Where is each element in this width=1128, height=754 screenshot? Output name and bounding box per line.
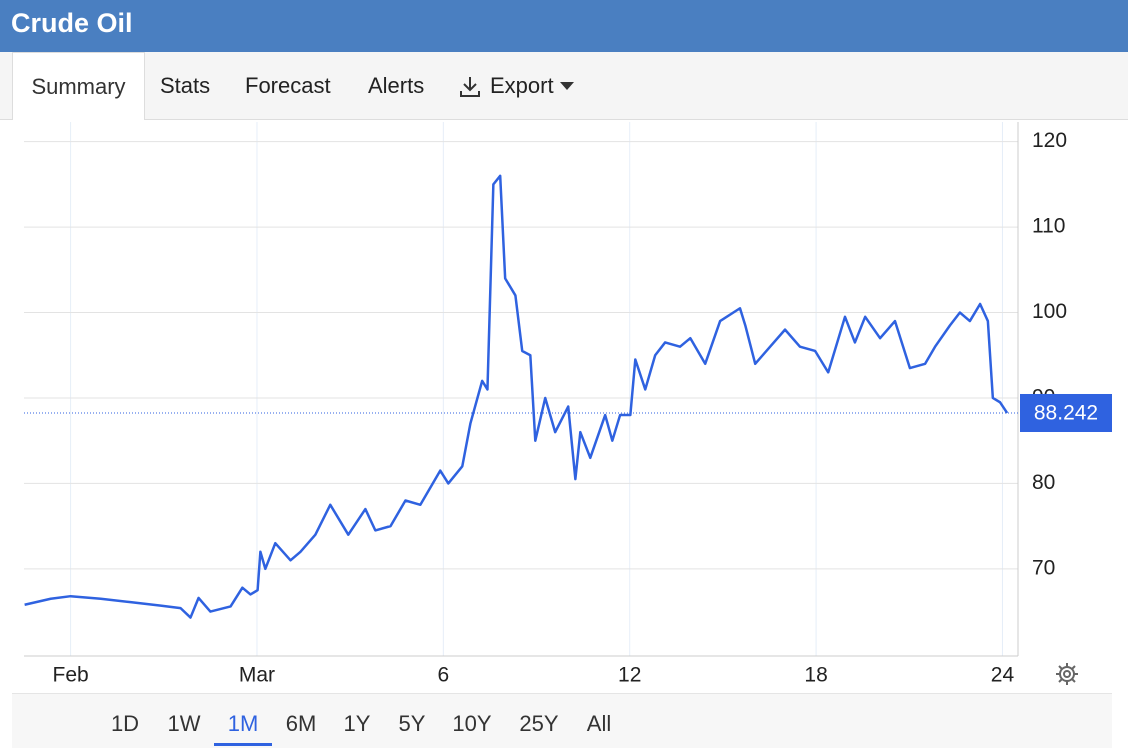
range-bar: 1D 1W 1M 6M 1Y 5Y 10Y 25Y All bbox=[12, 693, 1112, 748]
range-button[interactable]: 1W bbox=[167, 711, 201, 736]
grid bbox=[24, 122, 1018, 656]
chart: FebMar612182470809010011012088.242 bbox=[12, 120, 1112, 693]
tab[interactable]: Stats bbox=[160, 73, 211, 98]
x-tick-label: 12 bbox=[618, 664, 641, 687]
range-button[interactable]: 10Y bbox=[452, 711, 492, 736]
y-tick-label: 70 bbox=[1032, 556, 1055, 579]
tab[interactable]: Forecast bbox=[245, 73, 331, 98]
x-tick-label: Mar bbox=[239, 664, 275, 687]
last-price-tag bbox=[1020, 393, 1112, 432]
range-button[interactable]: 1D bbox=[110, 711, 140, 736]
range-button[interactable]: 1M bbox=[214, 694, 272, 746]
range-button[interactable]: 1Y bbox=[343, 711, 371, 736]
dropdown-caret bbox=[559, 82, 574, 90]
title: Crude Oil bbox=[11, 8, 133, 38]
tab[interactable]: Export bbox=[460, 52, 574, 120]
x-tick-label: 6 bbox=[438, 664, 450, 687]
chart-bg bbox=[12, 120, 1112, 693]
x-tick-label: 24 bbox=[991, 664, 1015, 687]
tab[interactable]: Summary bbox=[12, 52, 145, 120]
range-button[interactable]: 25Y bbox=[519, 711, 559, 736]
x-tick-label: 18 bbox=[804, 664, 827, 687]
header: Crude Oil bbox=[0, 0, 1128, 52]
x-tick-label: Feb bbox=[53, 664, 89, 687]
range-button[interactable]: 5Y bbox=[398, 711, 426, 736]
range-button[interactable]: 6M bbox=[285, 711, 317, 736]
settings-icon[interactable] bbox=[1056, 663, 1078, 685]
y-tick-label: 110 bbox=[1032, 215, 1065, 238]
y-tick-label: 80 bbox=[1032, 471, 1055, 494]
y-tick-label: 120 bbox=[1032, 129, 1067, 152]
last-price-label: 88.242 bbox=[1034, 402, 1098, 425]
download-icon bbox=[460, 77, 480, 97]
tab[interactable]: Alerts bbox=[368, 73, 425, 98]
range-button[interactable]: All bbox=[586, 711, 612, 736]
y-tick-label: 100 bbox=[1032, 300, 1067, 323]
price-line bbox=[24, 174, 1009, 619]
tab-bar: Summary Stats Forecast Alerts Export bbox=[0, 52, 1128, 120]
